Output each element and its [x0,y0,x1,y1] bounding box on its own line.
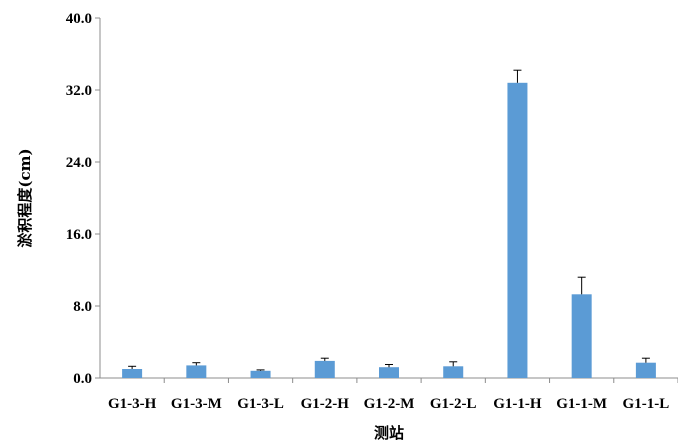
y-tick-label: 32.0 [66,83,92,99]
y-axis: 0.0 8.0 16.0 24.0 32.0 40.0 [66,11,100,387]
x-tick-label: G1-1-H [493,396,542,412]
y-tick-label: 8.0 [73,299,92,315]
y-tick-label: 16.0 [66,227,92,243]
x-tick-label: G1-2-M [364,396,415,412]
x-tick-label: G1-3-H [108,396,157,412]
x-tick-label: G1-3-M [171,396,222,412]
x-axis-title: 测站 [374,424,404,442]
error-bars-group [128,69,650,371]
bar [507,82,528,379]
bar [314,360,335,378]
bar [443,366,464,378]
x-axis: G1-3-H G1-3-M G1-3-L G1-2-H G1-2-M G1-2-L G1-1… [108,378,678,412]
x-tick-label: G1-3-L [237,396,284,412]
y-axis-title: 淤积程度(cm) [16,148,34,247]
bar [250,370,271,378]
y-tick-label: 40.0 [66,11,92,27]
bar [635,362,656,378]
bar [571,294,592,378]
y-tick-label: 24.0 [66,155,92,171]
bar [379,367,399,378]
bar [122,369,143,378]
x-tick-label: G1-2-H [301,396,350,412]
x-tick-label: G1-2-L [430,396,477,412]
bar [186,365,207,378]
x-tick-label: G1-1-M [556,396,607,412]
bars-group [122,82,656,379]
x-tick-label: G1-1-L [623,396,670,412]
y-tick-label: 0.0 [73,371,92,387]
